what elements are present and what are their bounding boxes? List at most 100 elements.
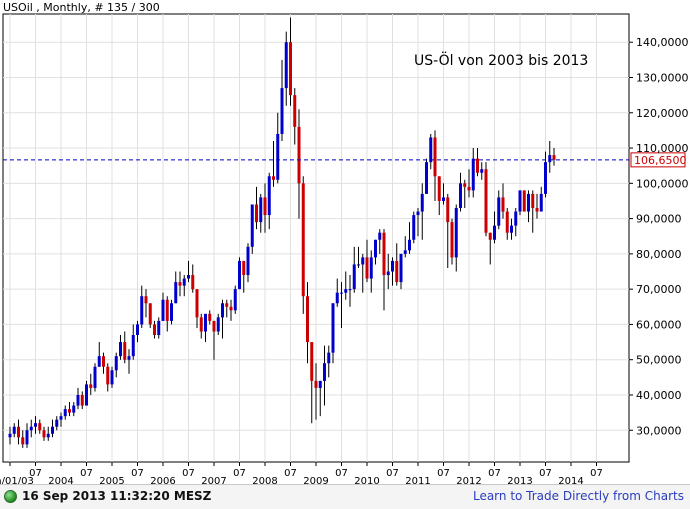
candle-body (8, 433, 12, 438)
connection-status-icon (4, 490, 17, 503)
candle-body (314, 380, 318, 388)
candle-body (484, 169, 488, 233)
candle-body (476, 158, 479, 173)
candle-body (157, 320, 161, 336)
x-tick-label: 2014 (558, 476, 583, 484)
x-tick-label: 07 (488, 468, 501, 479)
candle-body (416, 211, 420, 216)
current-price-marker: 106,6500 (3, 152, 687, 168)
candle-body (225, 303, 229, 307)
candle-body (102, 356, 105, 367)
candle-body (505, 211, 509, 233)
x-tick-label: 2004 (48, 476, 73, 484)
candle-body (365, 257, 369, 279)
y-tick-label: 70,0000 (636, 283, 682, 296)
candle-body (38, 423, 42, 431)
candle-body (348, 289, 352, 291)
candle-body (374, 239, 377, 258)
candle-body (76, 394, 80, 406)
candle-body (25, 430, 29, 445)
candle-body (369, 257, 373, 279)
candle-body (459, 183, 462, 209)
candle-body (493, 225, 496, 240)
candle-body (280, 88, 284, 134)
candle-body (238, 260, 241, 290)
candles (8, 17, 556, 448)
current-price-label: 106,6500 (634, 154, 687, 167)
candle-body (17, 426, 20, 438)
candle-body (531, 193, 535, 209)
x-tick-label: 07 (284, 468, 297, 479)
x-tick-label: 07 (131, 468, 144, 479)
x-tick-label: Jan/01/03 (0, 476, 34, 484)
candle-body (544, 162, 547, 194)
candle-body (518, 190, 522, 212)
candle-body (212, 320, 216, 332)
candle-body (199, 317, 203, 332)
x-tick-label: 07 (29, 468, 42, 479)
candle-body (425, 162, 428, 194)
chart-symbol-label: USOil , Monthly, # 135 / 300 (3, 1, 160, 14)
candle-body (446, 197, 450, 223)
candle-body (208, 313, 212, 321)
y-tick-label: 130,0000 (636, 71, 689, 84)
candle-body (306, 296, 309, 343)
candle-body (357, 264, 360, 266)
candle-body (59, 416, 63, 420)
candle-body (46, 433, 50, 438)
y-tick-label: 90,0000 (636, 213, 682, 226)
candle-body (93, 366, 97, 388)
candle-body (539, 193, 543, 212)
y-tick-label: 40,0000 (636, 389, 682, 402)
candle-body (165, 299, 169, 321)
candle-body (153, 324, 156, 336)
candle-body (480, 169, 484, 173)
candle-body (106, 366, 110, 385)
candle-body (399, 253, 403, 283)
candle-body (331, 303, 335, 353)
candle-body (21, 437, 25, 445)
candle-body (352, 264, 356, 290)
x-tick-label: 2012 (456, 476, 481, 484)
candle-body (433, 137, 437, 177)
candle-body (395, 260, 399, 283)
status-bar: 16 Sep 2013 11:32:20 MESZ Learn to Trade… (0, 484, 690, 509)
candle-body (408, 239, 411, 251)
x-tick-label: 07 (335, 468, 348, 479)
x-tick-label: 2006 (150, 476, 175, 484)
candle-body (454, 208, 458, 258)
x-tick-label: 2007 (201, 476, 226, 484)
candle-body (510, 225, 513, 233)
candle-body (497, 197, 501, 226)
candle-body (123, 342, 127, 360)
candle-body (127, 356, 131, 360)
candle-body (429, 137, 433, 163)
candle-body (552, 155, 556, 160)
candle-body (297, 126, 301, 184)
candle-body (63, 409, 67, 417)
x-tick-label: 07 (233, 468, 246, 479)
timestamp: 16 Sep 2013 11:32:20 MESZ (22, 489, 212, 503)
candle-body (216, 317, 220, 332)
candle-body (284, 42, 288, 89)
x-tick-label: 2010 (354, 476, 379, 484)
candle-body (170, 303, 173, 321)
candle-body (463, 183, 467, 187)
candle-body (310, 342, 314, 381)
learn-to-trade-link[interactable]: Learn to Trade Directly from Charts (472, 489, 684, 503)
candle-body (276, 133, 280, 180)
x-tick-label: 07 (437, 468, 450, 479)
candle-body (344, 289, 348, 293)
candle-body (527, 193, 530, 212)
chart-title: US-Öl von 2003 bis 2013 (414, 51, 588, 69)
candle-body (467, 186, 471, 191)
candle-body (191, 275, 195, 290)
candle-body (255, 204, 258, 223)
current-price-box (630, 152, 686, 168)
candle-body (391, 260, 394, 272)
candle-body (85, 384, 88, 406)
x-tick-label: 07 (80, 468, 93, 479)
candle-body (301, 183, 305, 297)
candle-body (174, 282, 178, 304)
